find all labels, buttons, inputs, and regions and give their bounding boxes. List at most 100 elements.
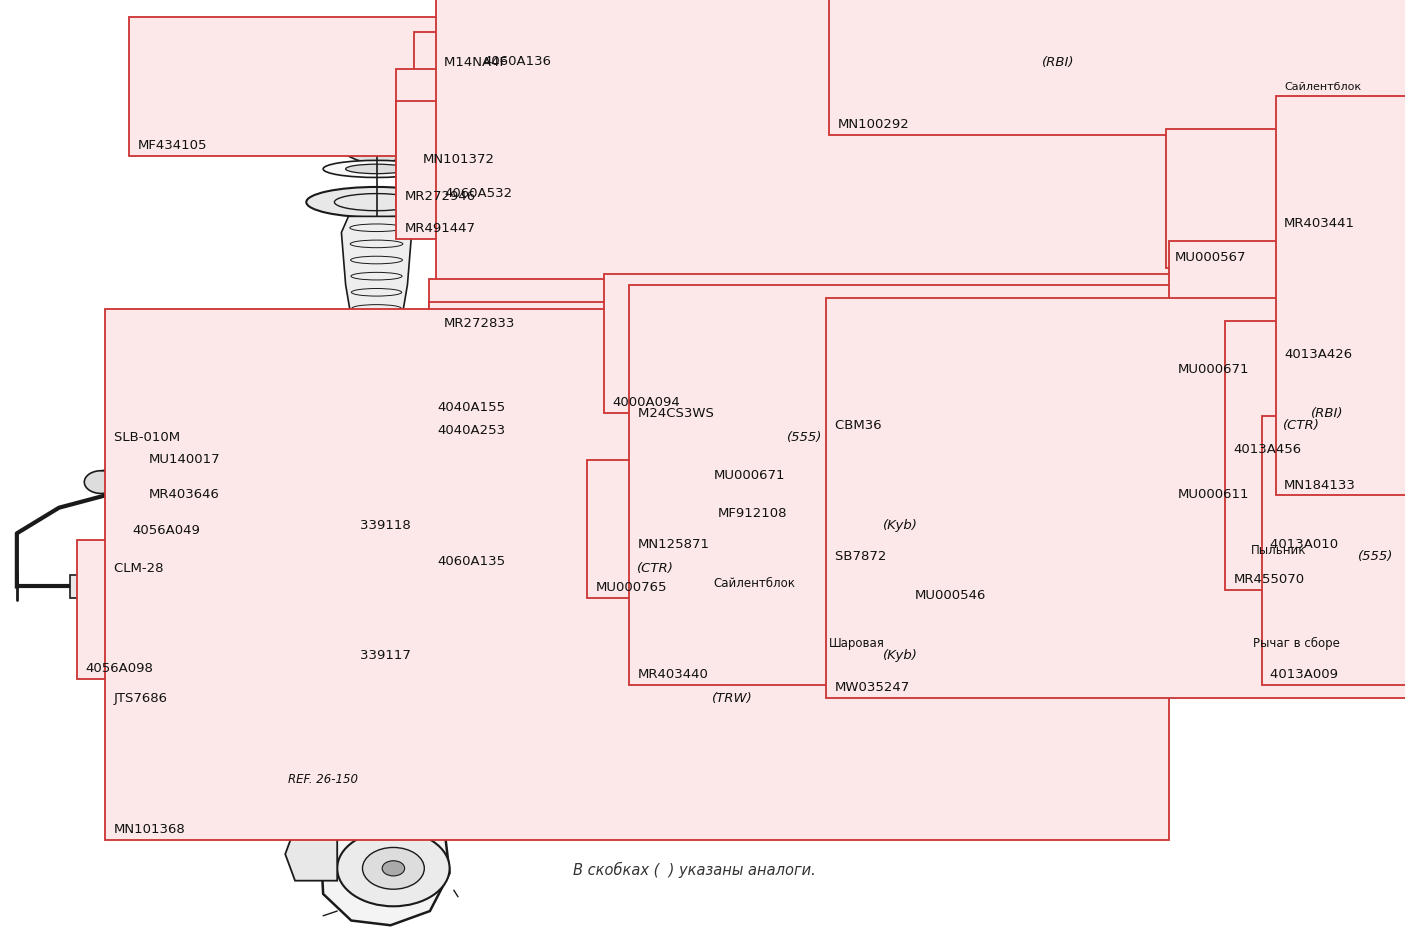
Text: (CTR): (CTR) — [1283, 419, 1319, 433]
FancyBboxPatch shape — [140, 331, 756, 470]
Text: 339118: 339118 — [360, 519, 414, 531]
Polygon shape — [686, 180, 1068, 363]
Circle shape — [1187, 539, 1207, 552]
Text: MU000671: MU000671 — [714, 469, 785, 482]
FancyBboxPatch shape — [429, 302, 1044, 571]
Text: 4013A426: 4013A426 — [1284, 348, 1352, 361]
Polygon shape — [320, 757, 450, 925]
Polygon shape — [341, 216, 412, 318]
Text: MN101372: MN101372 — [423, 153, 495, 166]
Text: (555): (555) — [787, 431, 822, 444]
Text: Обязательно проверяйте совместимость  со своим авто!: Обязательно проверяйте совместимость со … — [573, 805, 1051, 821]
FancyBboxPatch shape — [604, 274, 1220, 413]
Text: 4000A094: 4000A094 — [613, 396, 680, 409]
Circle shape — [346, 47, 407, 89]
Text: WWW.JAPANCARS.RU: WWW.JAPANCARS.RU — [732, 565, 940, 584]
Text: MR491447: MR491447 — [405, 222, 476, 235]
Circle shape — [1215, 495, 1243, 514]
Text: CBM36: CBM36 — [835, 419, 885, 433]
Polygon shape — [797, 579, 1068, 669]
Polygon shape — [686, 102, 1222, 381]
Circle shape — [1187, 515, 1207, 529]
Circle shape — [1180, 247, 1236, 285]
Ellipse shape — [306, 187, 447, 217]
FancyBboxPatch shape — [429, 279, 1044, 418]
Text: MU000611: MU000611 — [1177, 488, 1249, 501]
Text: MN100292: MN100292 — [837, 118, 909, 131]
Text: 4013A010: 4013A010 — [1270, 538, 1343, 550]
FancyBboxPatch shape — [140, 366, 756, 505]
Text: (Kyb): (Kyb) — [882, 519, 917, 531]
FancyBboxPatch shape — [129, 17, 745, 156]
Circle shape — [1037, 585, 1071, 607]
Circle shape — [195, 581, 212, 592]
Circle shape — [362, 847, 424, 889]
Ellipse shape — [346, 164, 407, 174]
Circle shape — [1187, 468, 1207, 481]
Circle shape — [983, 465, 1026, 493]
FancyBboxPatch shape — [475, 0, 1090, 72]
Text: MR403440: MR403440 — [638, 668, 708, 681]
Text: MU000567: MU000567 — [1175, 251, 1246, 264]
Text: Пыльник: Пыльник — [1250, 544, 1307, 557]
FancyBboxPatch shape — [705, 347, 1321, 486]
Circle shape — [337, 830, 450, 906]
Circle shape — [764, 619, 843, 672]
FancyBboxPatch shape — [629, 286, 1405, 685]
Text: (TRW): (TRW) — [712, 693, 753, 705]
Text: JTS7686: JTS7686 — [114, 693, 171, 705]
Circle shape — [783, 631, 825, 660]
Circle shape — [1183, 359, 1239, 397]
Text: WWW.JAPANCARS.RU: WWW.JAPANCARS.RU — [156, 479, 364, 498]
Circle shape — [340, 552, 368, 571]
Circle shape — [87, 581, 104, 592]
Text: 4056A098: 4056A098 — [86, 661, 153, 675]
Circle shape — [370, 64, 384, 73]
Text: MR403646: MR403646 — [149, 488, 219, 501]
Text: (555): (555) — [1357, 550, 1394, 563]
Text: Сайлентблок: Сайлентблок — [1284, 82, 1361, 92]
Text: MR272946: MR272946 — [405, 190, 476, 203]
FancyBboxPatch shape — [396, 101, 1012, 239]
Circle shape — [1198, 484, 1260, 526]
FancyBboxPatch shape — [587, 459, 1203, 598]
Circle shape — [334, 106, 419, 163]
FancyBboxPatch shape — [1169, 366, 1405, 505]
Text: 4040A155: 4040A155 — [437, 400, 504, 414]
Circle shape — [795, 640, 812, 651]
Text: Перечень запчастей для Lancer X 1.5 2007г.: Перечень запчастей для Lancer X 1.5 2007… — [573, 768, 915, 783]
Text: CLM-28: CLM-28 — [114, 562, 167, 574]
Polygon shape — [1047, 543, 1176, 613]
FancyBboxPatch shape — [105, 309, 1169, 840]
FancyBboxPatch shape — [1166, 129, 1405, 268]
Text: 4040A253: 4040A253 — [437, 424, 504, 437]
Text: MW035247: MW035247 — [835, 680, 910, 694]
Text: 4060A532: 4060A532 — [444, 187, 511, 199]
Circle shape — [674, 348, 725, 382]
Circle shape — [1193, 295, 1218, 312]
Text: MN101368: MN101368 — [114, 823, 185, 836]
FancyBboxPatch shape — [829, 0, 1405, 135]
Text: (RBI): (RBI) — [1311, 407, 1343, 419]
Text: M24CS3WS: M24CS3WS — [638, 407, 718, 419]
Circle shape — [1190, 326, 1215, 343]
Text: MF434105: MF434105 — [138, 139, 207, 152]
Ellipse shape — [344, 565, 409, 574]
FancyBboxPatch shape — [124, 402, 739, 541]
Text: 4013A009: 4013A009 — [1270, 668, 1342, 681]
Circle shape — [348, 596, 377, 615]
Text: MR455070: MR455070 — [1234, 573, 1305, 586]
Text: SLB-010M: SLB-010M — [114, 431, 184, 444]
Bar — [70, 575, 121, 598]
Polygon shape — [702, 123, 1187, 342]
FancyBboxPatch shape — [1262, 416, 1405, 685]
FancyBboxPatch shape — [1225, 321, 1405, 590]
FancyBboxPatch shape — [77, 540, 693, 679]
Text: Сайлентблок: Сайлентблок — [714, 577, 795, 590]
Ellipse shape — [309, 114, 444, 156]
Circle shape — [1130, 535, 1208, 588]
Text: MR403441: MR403441 — [1284, 217, 1356, 230]
Bar — [178, 575, 229, 598]
Circle shape — [1161, 556, 1177, 568]
FancyBboxPatch shape — [1276, 96, 1405, 495]
